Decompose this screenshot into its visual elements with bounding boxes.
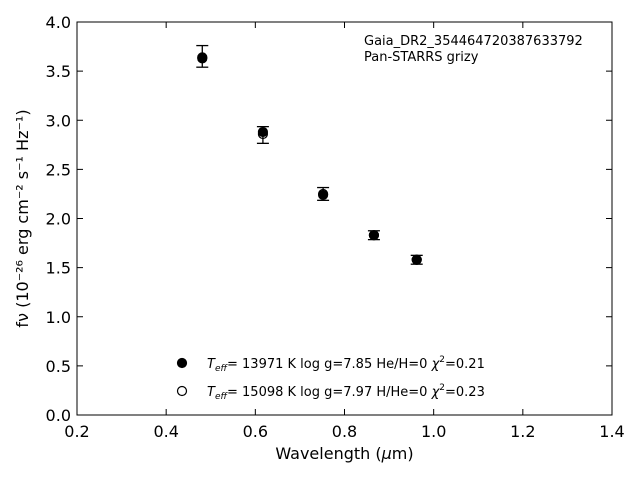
survey-annotation: Pan-STARRS grizy xyxy=(364,50,479,65)
model-point-open xyxy=(411,254,422,265)
data-marks xyxy=(196,44,423,265)
y-tick-label: 2.0 xyxy=(46,210,71,229)
x-tick-label: 0.8 xyxy=(332,422,357,441)
legend-entry: Teff= 15098 K log g=7.97 H/He=0 χ2=0.23 xyxy=(207,383,485,402)
y-tick-label: 0.5 xyxy=(46,357,71,376)
y-axis-label: fν (10⁻²⁶ erg cm⁻² s⁻¹ Hz⁻¹) xyxy=(13,109,32,327)
model-point-open xyxy=(257,128,269,140)
model-point-open xyxy=(197,52,208,63)
x-tick-label: 0.2 xyxy=(64,422,89,441)
legend-marker xyxy=(176,385,188,397)
y-tick-label: 1.0 xyxy=(46,308,71,327)
y-tick-label: 2.5 xyxy=(46,160,71,179)
object-name-annotation: Gaia_DR2_354464720387633792 xyxy=(364,34,583,49)
legend-marker xyxy=(176,357,188,369)
x-tick-label: 1.2 xyxy=(510,422,535,441)
model-point-open xyxy=(368,230,380,241)
y-tick-label: 3.0 xyxy=(46,111,71,130)
y-tick-label: 3.5 xyxy=(46,62,71,81)
x-tick-label: 1.4 xyxy=(599,422,624,441)
legend-entry: Teff= 13971 K log g=7.85 He/H=0 χ2=0.21 xyxy=(207,355,485,374)
model-point-filled xyxy=(257,126,269,138)
legend: Teff= 13971 K log g=7.85 He/H=0 χ2=0.21 T… xyxy=(176,355,485,402)
y-tick-label: 0.0 xyxy=(46,406,71,425)
y-tick-label: 4.0 xyxy=(46,13,71,32)
x-tick-label: 0.4 xyxy=(153,422,178,441)
x-tick-label: 1.0 xyxy=(421,422,446,441)
y-tick-label: 1.5 xyxy=(46,259,71,278)
axis-ticks: 0.2 0.4 0.6 0.8 1.0 1.2 1.4 0.0 0.5 1.0 1.5 2.0 2.5 3… xyxy=(46,13,625,441)
model-point-open xyxy=(318,188,329,200)
x-axis-label: Wavelength (μm) xyxy=(275,444,413,463)
x-tick-label: 0.6 xyxy=(243,422,268,441)
